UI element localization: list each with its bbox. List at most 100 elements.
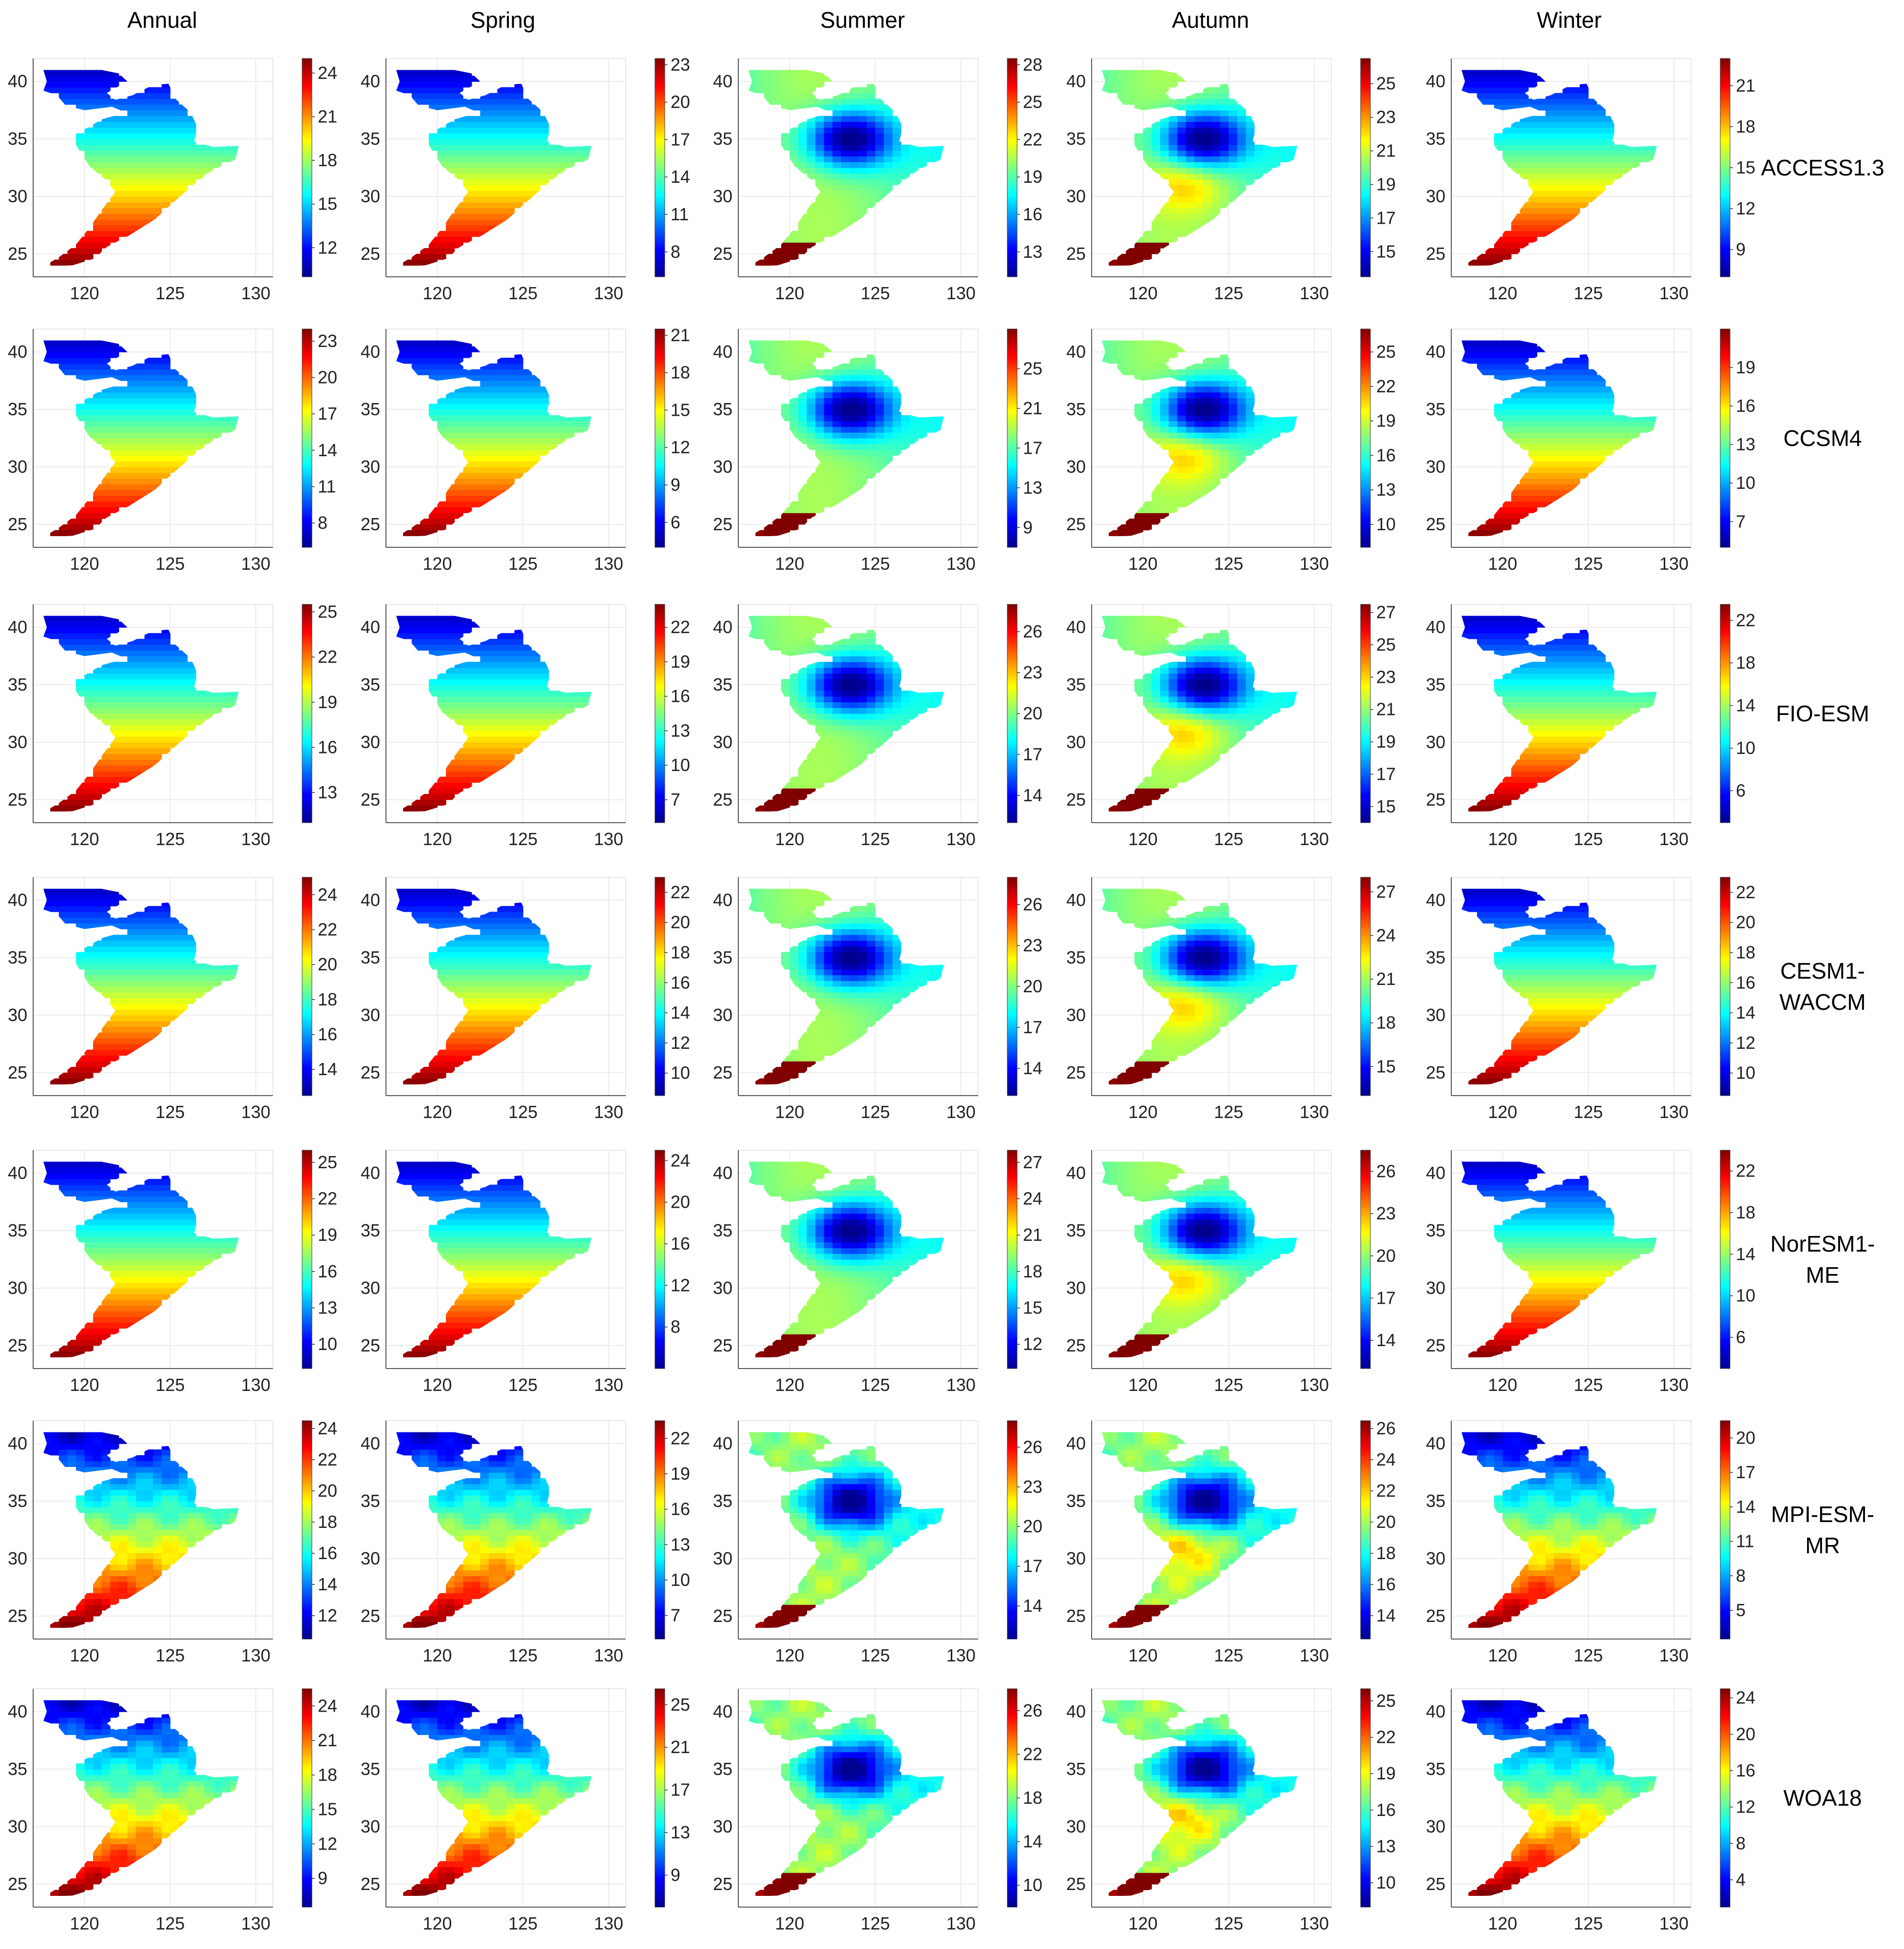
sst-cell [1160,173,1169,180]
sst-cell [1143,794,1152,800]
sst-cell [454,219,463,226]
sst-cell [1169,144,1178,151]
sst-cell [170,736,179,743]
sst-cell [135,696,145,703]
sst-cell [1126,369,1135,375]
sst-cell [866,121,876,128]
sst-cell [884,426,893,433]
colorbar-tick-label: 13 [1023,478,1042,498]
sst-cell [849,139,859,145]
sst-cell [514,466,523,473]
sst-cell [161,386,171,393]
sst-cell [1554,466,1563,473]
sst-cell [875,179,885,185]
sst-cell [471,225,481,232]
sst-cell [1545,104,1555,111]
sst-cell [1229,168,1238,174]
sst-cell [807,357,816,364]
colorbar-tick-label: 25 [1023,92,1042,112]
sst-cell [574,421,583,427]
sst-cell [170,381,179,387]
sst-cell [1169,150,1178,157]
sst-cell [1186,110,1195,116]
sst-cell [789,426,799,433]
sst-cell [144,725,154,731]
sst-cell [135,404,145,410]
sst-cell [1571,144,1580,151]
sst-cell [506,638,515,645]
y-tick-label: 25 [1066,514,1086,534]
sst-cell [892,139,902,145]
sst-cell [93,616,102,622]
sst-cell [1220,133,1229,139]
sst-cell [506,679,515,685]
sst-cell [1160,415,1169,422]
sst-cell [1152,776,1161,783]
sst-cell [84,346,94,352]
sst-cell [153,426,162,433]
sst-cell [798,782,808,789]
sst-cell [1622,156,1632,162]
sst-cell [807,782,816,789]
sst-cell [1212,116,1221,122]
sst-cell [488,179,498,185]
sst-cell [1605,144,1615,151]
sst-cell [463,621,472,628]
sst-cell [815,168,825,174]
sst-cell [514,363,523,370]
sst-cell [76,248,85,254]
y-tick-label: 40 [361,342,380,362]
sst-cell [824,179,833,185]
sst-cell [110,121,119,128]
sst-cell [1571,363,1580,370]
sst-cell [1502,236,1512,243]
sst-cell [110,133,119,139]
sst-cell [832,104,842,111]
sst-cell [127,168,136,174]
sst-cell [815,621,825,628]
sst-cell [178,656,188,662]
sst-cell [1485,519,1495,525]
sst-cell [1519,150,1529,157]
sst-cell [135,208,145,214]
sst-cell [901,150,910,157]
sst-cell [1134,519,1144,525]
sst-cell [1229,191,1238,197]
sst-cell [110,627,119,634]
sst-cell [1502,404,1512,410]
sst-cell [1134,81,1144,88]
sst-cell [1212,438,1221,444]
sst-cell [1203,409,1212,416]
sst-cell [127,690,136,697]
sst-cell [454,150,463,157]
sst-cell [110,404,119,410]
sst-cell [1169,478,1178,484]
sst-cell [480,449,489,456]
sst-cell [1220,179,1229,185]
sst-cell [1237,449,1246,456]
sst-field [749,340,944,537]
sst-cell [866,690,876,697]
sst-cell [428,248,438,254]
sst-cell [1117,259,1126,266]
sst-cell [1554,133,1563,139]
sst-cell [67,805,77,812]
sst-cell [557,150,566,157]
sst-cell [1169,449,1178,456]
sst-cell [1263,162,1272,168]
sst-cell [161,656,171,662]
sst-cell [488,369,498,375]
sst-cell [824,708,833,714]
sst-cell [514,127,523,134]
sst-cell [428,685,438,691]
sst-cell [1220,449,1229,456]
sst-cell [1212,404,1221,410]
sst-cell [403,346,412,352]
sst-cell [815,121,825,128]
sst-cell [446,242,455,249]
sst-cell [901,156,910,162]
sst-cell [1194,191,1204,197]
sst-cell [1203,173,1212,180]
sst-cell [1212,426,1221,433]
sst-cell [1280,421,1289,427]
